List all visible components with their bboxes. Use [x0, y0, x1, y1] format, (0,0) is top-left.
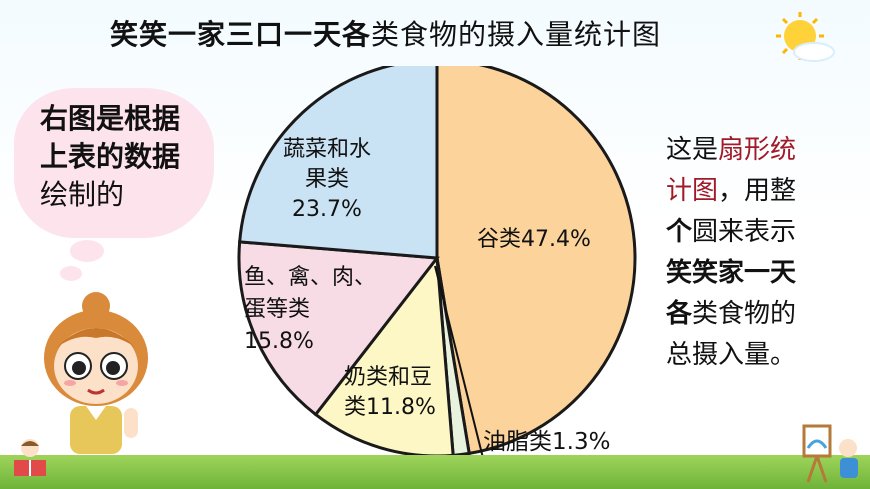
side-l5a: 各 [666, 299, 693, 329]
side-l1b: 扇形统 [718, 135, 797, 165]
meat-label: 鱼、禽、肉、蛋等类 15.8% [244, 265, 376, 354]
thought-bubble [14, 88, 214, 238]
bubble-line-3: 绘制的 [40, 178, 125, 211]
side-l2b: ，用整 [718, 176, 797, 206]
oil-leader-line [434, 265, 484, 459]
title-rest: 类食物的摄入量统计图 [371, 18, 662, 51]
reading-kid-icon [14, 439, 46, 476]
side-note: 这是扇形统 计图，用整 个圆来表示 笑笑家一天 各类食物的 总摄入量。 [666, 130, 836, 376]
bubble-text: 右图是根据 上表的数据 绘制的 [40, 100, 220, 214]
side-l3b: 圆来表示 [692, 217, 797, 247]
girl-character [44, 292, 148, 454]
vegetables-label: 蔬菜和水果类 23.7% [283, 137, 371, 222]
side-l4: 笑笑家一天 [666, 258, 797, 288]
dairy-label: 奶类和豆类11.8% [344, 365, 436, 420]
grain-label: 谷类47.4% [477, 227, 591, 252]
bubble-line-2: 上表的数据 [40, 140, 181, 173]
sun-icon [776, 12, 835, 62]
side-l2a: 计图 [666, 176, 719, 206]
side-l1a: 这是 [666, 135, 719, 165]
slice-vegetables [238, 66, 439, 260]
bubble-puff [60, 266, 82, 281]
page-title: 笑笑一家三口一天各类食物的摄入量统计图 [110, 18, 730, 52]
easel-kid-icon [802, 424, 858, 483]
bubble-line-1: 右图是根据 [40, 102, 181, 135]
slice-grain [435, 66, 637, 456]
grass-strip [0, 455, 870, 489]
side-l3a: 个 [666, 217, 693, 247]
title-bold: 笑笑一家三口一天各 [110, 18, 372, 51]
side-l5b: 类食物的 [692, 299, 797, 329]
side-l6: 总摄入量。 [666, 340, 797, 370]
slice-meat [237, 240, 440, 417]
pie-chart: 谷类47.4% 蔬菜和水果类 23.7% 鱼、禽、肉、蛋等类 15.8% 奶类和豆类11.… [237, 66, 637, 459]
oil-label: 油脂类1.3% [483, 429, 611, 455]
bubble-puff [70, 240, 104, 262]
